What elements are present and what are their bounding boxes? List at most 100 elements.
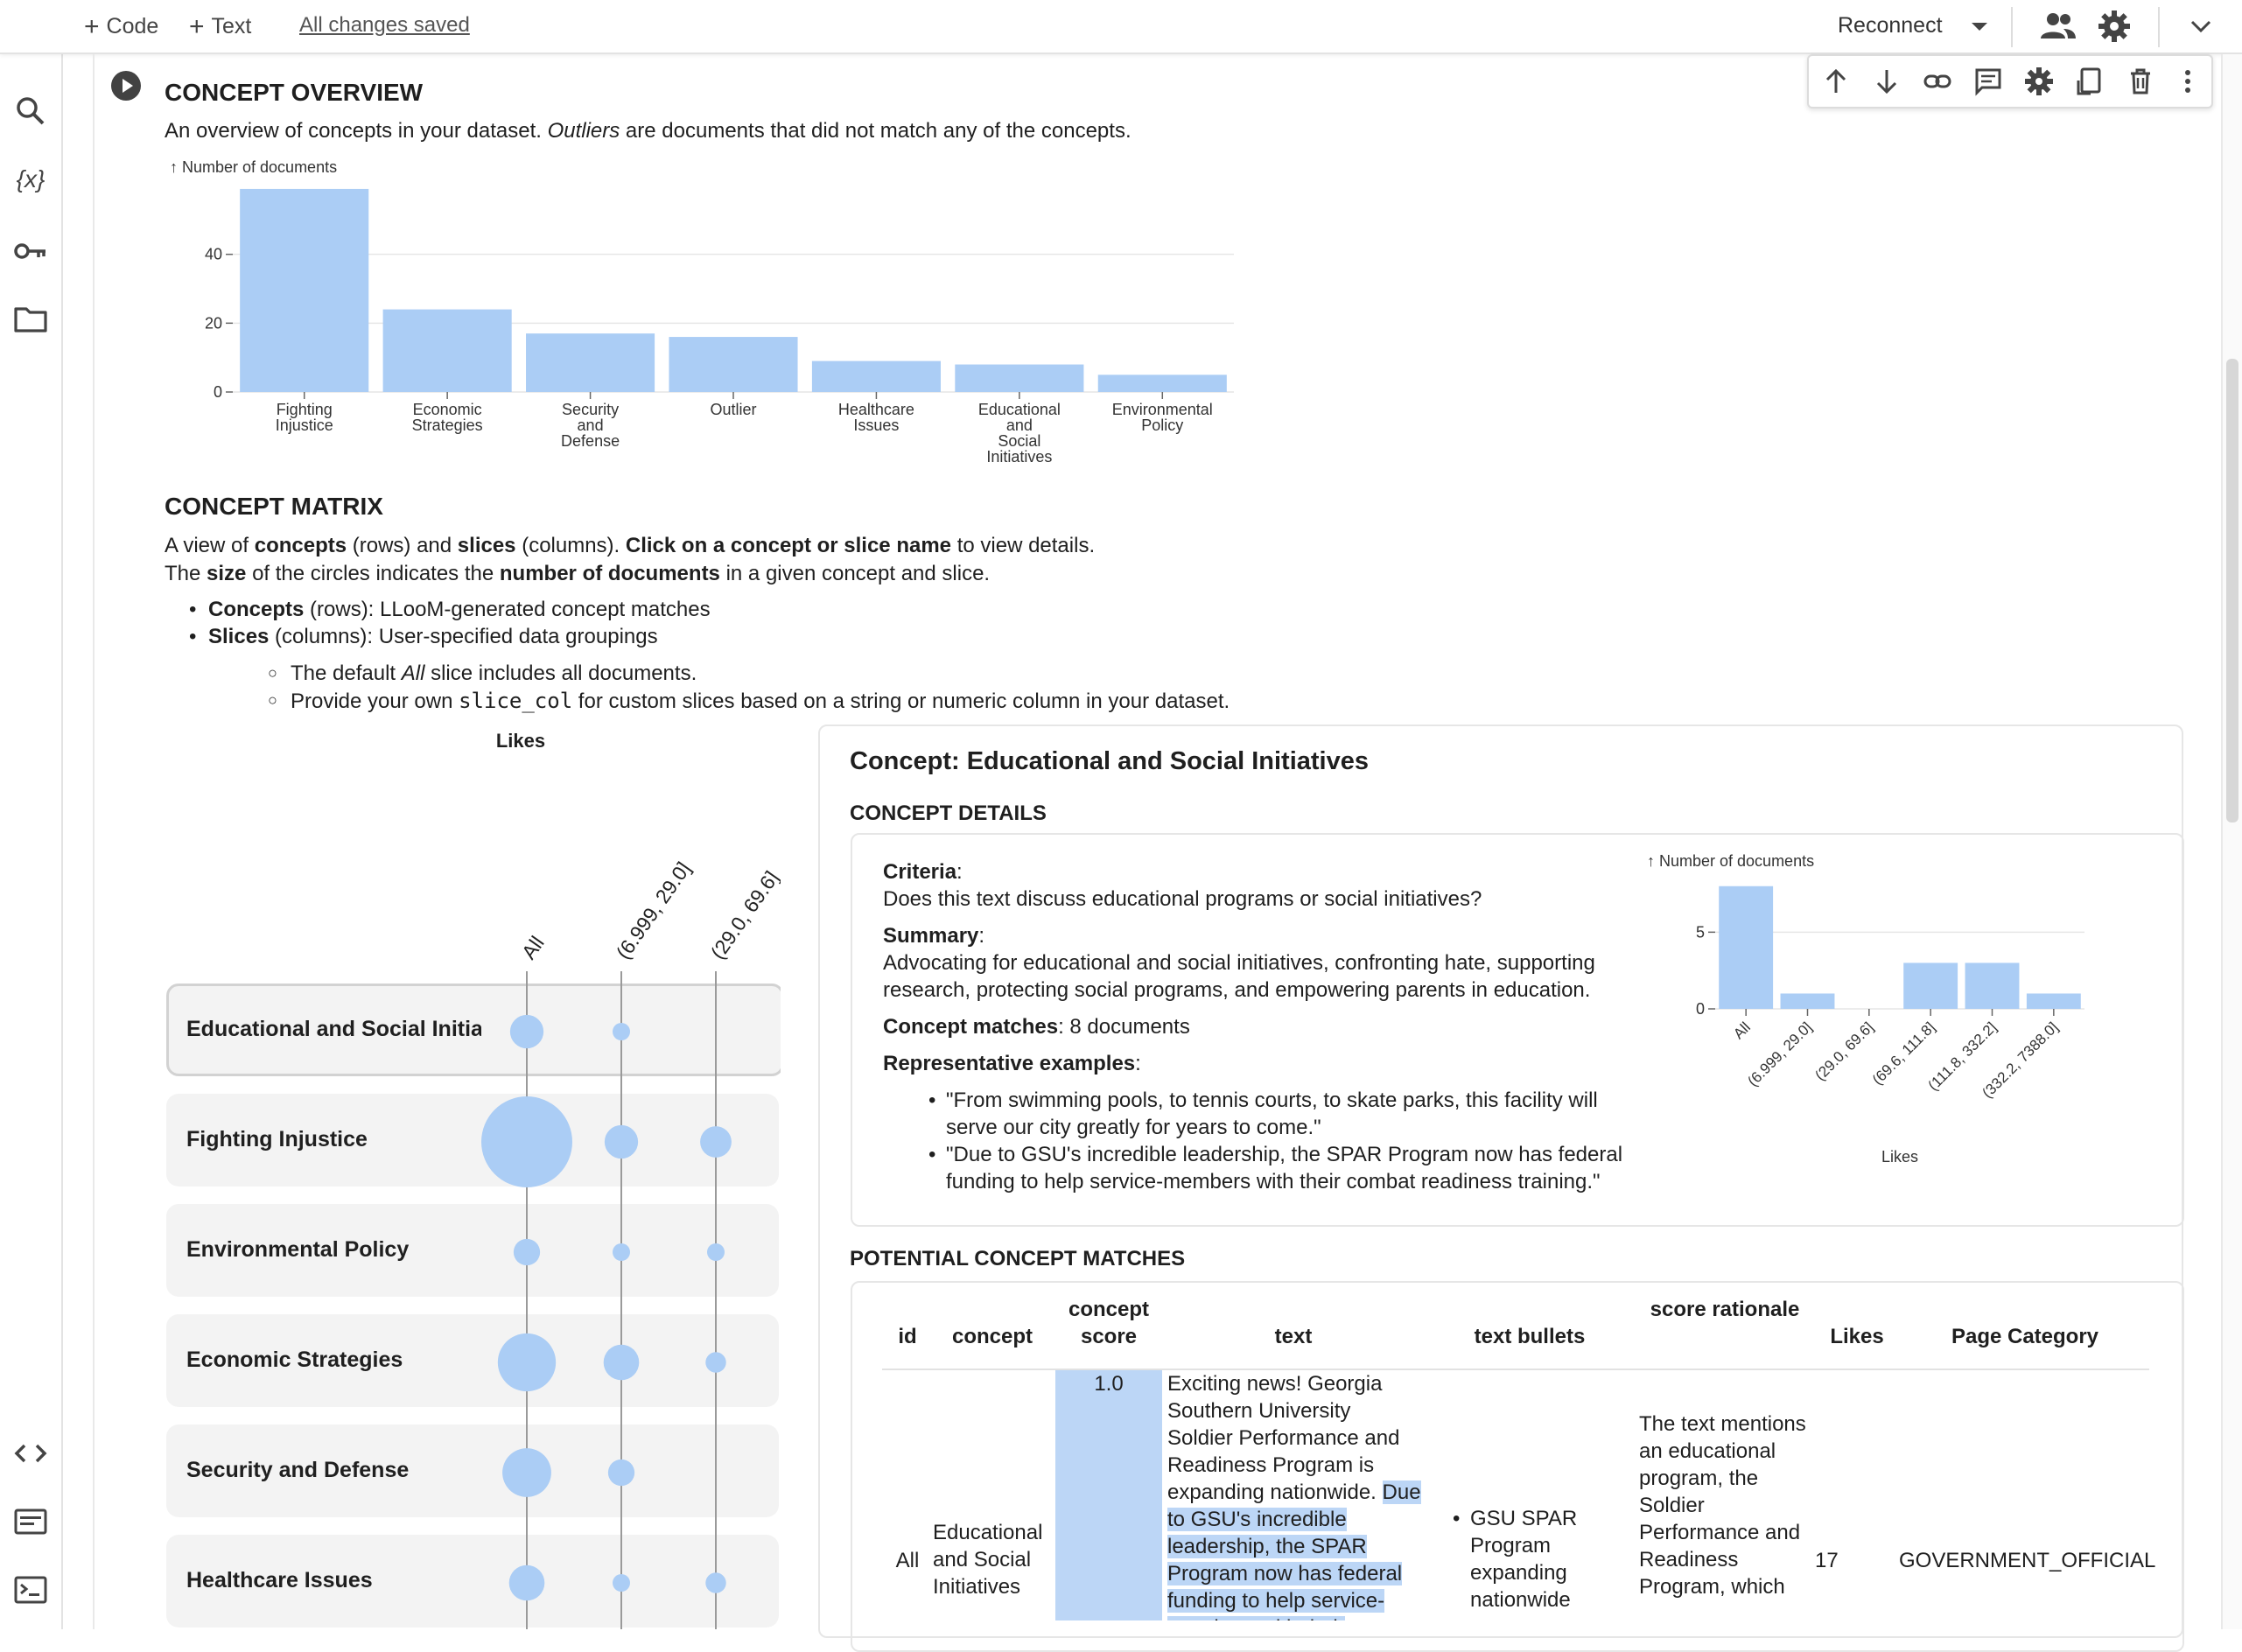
secrets-key-icon[interactable]: [12, 233, 49, 270]
save-status-link[interactable]: All changes saved: [299, 13, 470, 37]
bullet-dot: •: [928, 1088, 936, 1112]
cell-text: Exciting news! Georgia Southern Universi…: [1167, 1370, 1421, 1620]
bar[interactable]: [1719, 886, 1774, 1009]
bullet-dot: •: [928, 1143, 936, 1166]
overview-desc-text: An overview of concepts in your dataset.: [165, 119, 548, 143]
concept-row-card[interactable]: [166, 1535, 779, 1628]
reconnect-button[interactable]: Reconnect: [1838, 13, 1943, 38]
bar[interactable]: [811, 360, 941, 392]
count-circle[interactable]: [700, 1126, 732, 1158]
bar[interactable]: [1965, 962, 2020, 1009]
link-icon[interactable]: [1923, 66, 1952, 96]
count-circle[interactable]: [508, 1564, 545, 1601]
y-axis-label: ↑ Number of documents: [170, 158, 337, 176]
share-people-icon[interactable]: [2037, 9, 2077, 44]
mirror-cell-icon[interactable]: [2075, 66, 2105, 96]
cell-page-category: GOVERNMENT_OFFICIAL: [1899, 1549, 2156, 1572]
command-palette-icon[interactable]: [12, 1503, 49, 1540]
text-plain: Exciting news! Georgia Southern Universi…: [1167, 1372, 1400, 1504]
concept-matches-value: : 8 documents: [1058, 1015, 1190, 1039]
col-header-concept-score: concept score: [1068, 1298, 1149, 1348]
terminal-icon[interactable]: [12, 1572, 49, 1608]
count-circle[interactable]: [497, 1333, 557, 1392]
count-circle[interactable]: [509, 1014, 544, 1049]
text-bold: size: [207, 562, 247, 585]
count-circle[interactable]: [705, 1352, 726, 1373]
bar[interactable]: [669, 337, 798, 392]
files-folder-icon[interactable]: [12, 301, 49, 338]
bullet-circle: ○: [268, 691, 277, 709]
cell-settings-gear-icon[interactable]: [2024, 66, 2054, 96]
criteria-line: Criteria:: [883, 860, 963, 884]
count-circle[interactable]: [603, 1344, 640, 1381]
y-tick-label: 40: [205, 246, 222, 263]
search-icon[interactable]: [12, 93, 49, 130]
code-snippets-icon[interactable]: [12, 1435, 49, 1472]
chevron-down-icon[interactable]: [1969, 18, 1990, 35]
bullet-slices: • Slices (columns): User-specified data g…: [189, 625, 658, 649]
text: (columns).: [515, 534, 626, 557]
col-header-likes: Likes: [1830, 1325, 1884, 1348]
plus-icon: +: [189, 12, 205, 41]
col-header-score-rationale: score rationale: [1650, 1298, 1800, 1321]
bar[interactable]: [1903, 962, 1958, 1009]
settings-gear-icon[interactable]: [2097, 9, 2132, 44]
concept-details-header: CONCEPT DETAILS: [850, 802, 1047, 825]
bar[interactable]: [240, 188, 369, 392]
text-bold: number of documents: [499, 562, 720, 585]
count-circle[interactable]: [513, 1238, 541, 1266]
concept-row-label[interactable]: Fighting Injustice: [186, 1127, 368, 1152]
text-bold: Concepts: [208, 598, 305, 621]
add-code-button[interactable]: + Code: [84, 12, 158, 42]
count-circle[interactable]: [607, 1459, 635, 1487]
text: The: [165, 562, 207, 585]
x-tick-label: Fighting: [277, 401, 333, 418]
bar[interactable]: [955, 364, 1084, 392]
concept-detail-panel: [818, 724, 2183, 1638]
count-circle[interactable]: [613, 1574, 630, 1592]
more-options-icon[interactable]: [2173, 66, 2203, 96]
count-circle[interactable]: [613, 1023, 630, 1040]
text: A view of: [165, 534, 255, 557]
concept-row-label[interactable]: Economic Strategies: [186, 1348, 403, 1372]
concept-row-card[interactable]: [166, 1314, 779, 1407]
move-down-icon[interactable]: [1872, 66, 1902, 96]
concept-matches-line: Concept matches: 8 documents: [883, 1013, 1653, 1040]
code-text: slice_col: [459, 689, 573, 713]
count-circle[interactable]: [481, 1096, 572, 1187]
variables-icon[interactable]: {x}: [12, 161, 49, 198]
delete-trash-icon[interactable]: [2126, 66, 2155, 96]
col-header-id: id: [898, 1325, 917, 1348]
count-circle[interactable]: [707, 1243, 725, 1261]
overview-desc-text-end: are documents that did not match any of …: [620, 119, 1132, 143]
count-circle[interactable]: [604, 1124, 639, 1159]
concept-row-label[interactable]: Educational and Social Initiatives: [186, 1017, 481, 1041]
concept-row-card[interactable]: [166, 1204, 779, 1297]
count-circle[interactable]: [502, 1448, 551, 1497]
bar[interactable]: [382, 309, 512, 392]
concept-row-label[interactable]: Environmental Policy: [186, 1237, 410, 1262]
text: in a given concept and slice.: [719, 562, 991, 585]
concept-row-card[interactable]: [166, 1094, 779, 1186]
bar[interactable]: [2026, 993, 2081, 1009]
bar[interactable]: [526, 333, 655, 392]
sub-bullet-slice-col: ○ Provide your own slice_col for custom s…: [268, 689, 1230, 714]
collapse-chevron-icon[interactable]: [2188, 14, 2214, 38]
concept-row-label[interactable]: Healthcare Issues: [186, 1568, 373, 1592]
concept-row-label[interactable]: Security and Defense: [186, 1458, 410, 1482]
bar[interactable]: [1780, 993, 1835, 1009]
add-text-button[interactable]: + Text: [189, 12, 251, 42]
concept-row-card[interactable]: [166, 984, 781, 1076]
move-up-icon[interactable]: [1821, 66, 1851, 96]
count-circle[interactable]: [705, 1572, 726, 1593]
col-header-page-category: Page Category: [1951, 1325, 2099, 1348]
run-cell-icon[interactable]: [110, 70, 142, 102]
bullet-concepts: • Concepts (rows): LLooM-generated concep…: [189, 598, 711, 622]
matrix-title: CONCEPT MATRIX: [165, 493, 383, 520]
bar[interactable]: [1097, 374, 1227, 392]
scrollbar-thumb[interactable]: [2226, 359, 2238, 822]
concept-row-card[interactable]: [166, 1424, 779, 1517]
toolbar-divider: [2011, 7, 2013, 47]
comment-icon[interactable]: [1973, 66, 2003, 96]
count-circle[interactable]: [613, 1243, 630, 1261]
